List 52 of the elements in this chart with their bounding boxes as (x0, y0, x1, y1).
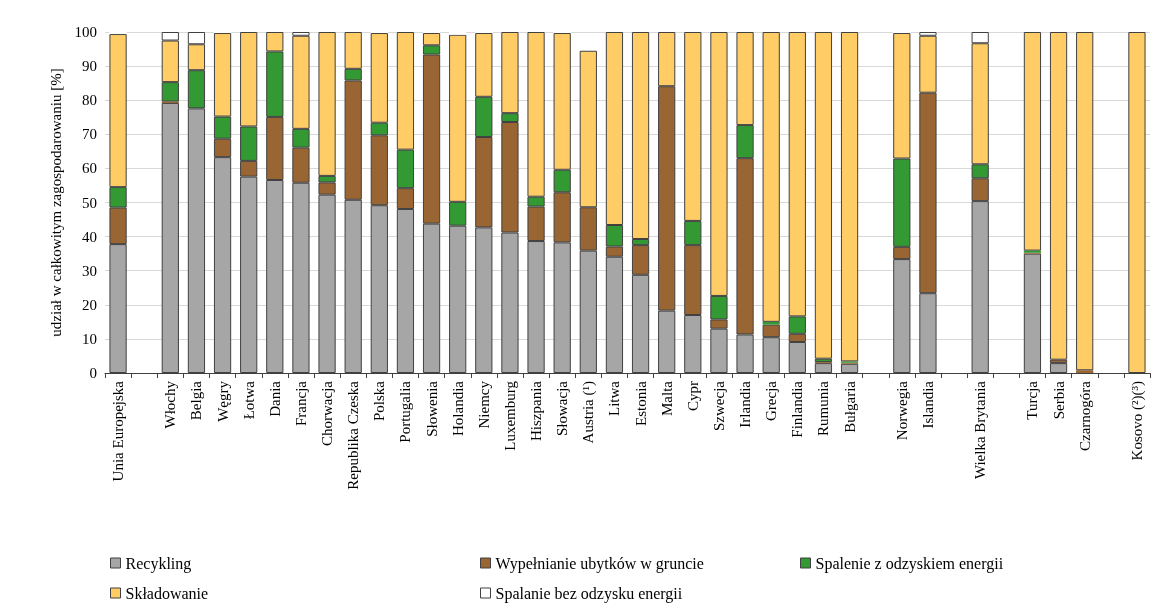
x-tick-label: Luxemburg (501, 380, 518, 451)
x-tick-label: Estonia (632, 380, 649, 426)
x-tick-label: Unia Europejska (110, 380, 127, 482)
y-tick-label: 20 (82, 296, 97, 313)
y-tick-label: 100 (74, 24, 97, 40)
x-tick-label: Słowenia (423, 380, 440, 437)
x-tick-label: Szwecja (710, 380, 727, 431)
legend-label: Spalanie bez odzysku energii (495, 584, 683, 603)
x-tick-label: Włochy (162, 380, 179, 429)
x-tick-label: Malta (658, 380, 675, 416)
x-tick-label: Turcja (1024, 380, 1041, 420)
x-tick-label: Węgry (214, 380, 231, 422)
x-tick-label: Niemcy (475, 380, 492, 429)
y-tick-label: 90 (82, 58, 97, 75)
x-tick-label: Norwegia (893, 380, 910, 441)
x-tick-label: Cypr (684, 381, 701, 411)
y-tick-label: 40 (82, 228, 97, 245)
legend-label: Spalenie z odzyskiem energii (815, 554, 1004, 573)
x-tick-label: Kosovo (²)(³) (1128, 381, 1146, 461)
x-tick-label: Chorwacja (319, 380, 336, 446)
y-tick-label: 30 (82, 262, 97, 279)
x-tick-label: Bułgaria (841, 380, 858, 433)
y-tick-label: 0 (89, 365, 97, 381)
y-tick-label: 10 (82, 330, 97, 347)
x-tick-label: Litwa (606, 380, 623, 416)
x-tick-label: Austria (¹) (580, 381, 598, 444)
x-tick-label: Dania (266, 380, 283, 417)
x-tick-label: Serbia (1050, 380, 1067, 420)
x-tick-label: Islandia (919, 380, 936, 429)
y-tick-label: 50 (82, 194, 97, 211)
legend-label: Recykling (125, 554, 192, 573)
x-tick-label: Belgia (188, 380, 205, 421)
legend-label: Składowanie (125, 584, 209, 602)
x-tick-label: Finlandia (789, 380, 806, 438)
x-tick-label: Łotwa (240, 380, 257, 420)
x-tick-label: Holandia (449, 380, 466, 436)
x-tick-label: Portugalia (397, 380, 414, 443)
x-tick-label: Republika Czeska (345, 380, 362, 490)
x-tick-label: Grecja (763, 380, 780, 421)
y-tick-label: 60 (82, 160, 97, 177)
x-tick-label: Wielka Brytania (972, 380, 989, 480)
x-tick-label: Hiszpania (528, 380, 545, 441)
legend-label: Wypełnianie ubytków w gruncie (495, 554, 704, 573)
x-tick-label: Polska (371, 380, 388, 422)
y-axis-title: udział w całkowitym zagospodarowaniu [%] (48, 68, 65, 337)
y-tick-label: 80 (82, 92, 97, 109)
x-tick-label: Rumunia (815, 380, 832, 436)
x-tick-label: Irlandia (737, 380, 754, 428)
x-tick-label: Czarnogóra (1076, 380, 1093, 451)
y-tick-label: 70 (82, 126, 97, 143)
x-tick-label: Francja (292, 380, 309, 426)
x-tick-label: Słowacja (554, 380, 571, 436)
